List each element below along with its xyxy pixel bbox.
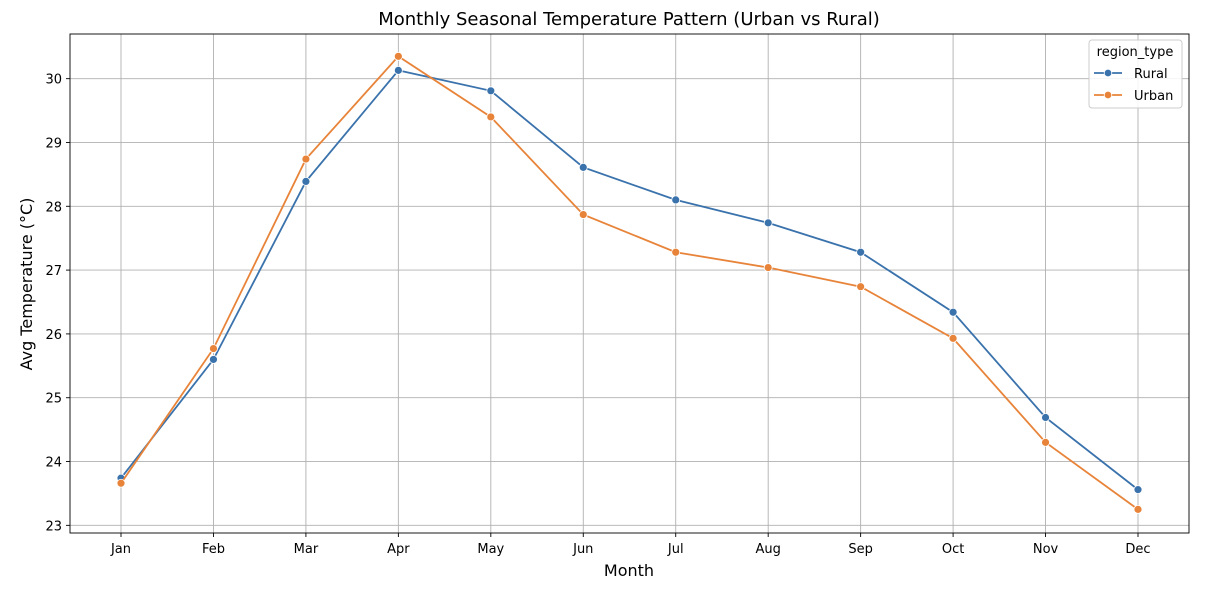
y-tick-label: 23 <box>45 519 62 534</box>
y-tick-label: 27 <box>45 264 62 279</box>
data-point-urban <box>948 333 958 343</box>
data-point-rural <box>301 177 311 186</box>
grid <box>70 34 1189 533</box>
legend: region_type Rural Urban <box>1088 39 1183 109</box>
data-point-rural <box>671 195 681 205</box>
y-axis: 23 24 25 26 27 28 29 30 <box>45 73 70 534</box>
data-point-urban <box>301 154 311 164</box>
x-axis-label: Month <box>604 561 654 580</box>
x-tick-label: Jun <box>572 542 593 557</box>
data-point-urban <box>116 478 126 488</box>
x-tick-label: May <box>477 542 504 557</box>
x-tick-label: Jan <box>110 542 131 557</box>
legend-label-urban: Urban <box>1134 89 1173 104</box>
series-line-rural <box>120 69 1139 491</box>
legend-box <box>1088 39 1183 109</box>
series-urban <box>116 51 1143 514</box>
data-point-rural <box>856 247 866 257</box>
data-point-rural <box>1133 485 1143 495</box>
data-point-rural <box>486 86 496 96</box>
series-group <box>116 51 1143 514</box>
data-point-urban <box>856 282 866 292</box>
x-tick-label: Aug <box>755 542 780 557</box>
legend-marker-urban <box>1103 90 1113 100</box>
x-tick-label: Mar <box>294 542 319 557</box>
series-line-urban <box>120 55 1139 511</box>
data-point-rural <box>209 355 218 364</box>
y-tick-label: 30 <box>45 73 62 88</box>
legend-marker-rural <box>1103 68 1113 78</box>
data-point-rural <box>393 65 403 75</box>
series-rural <box>116 65 1143 495</box>
data-point-urban <box>1133 504 1143 514</box>
data-point-rural <box>1041 413 1050 422</box>
data-point-rural <box>763 218 773 228</box>
data-point-urban <box>671 247 681 257</box>
y-tick-label: 28 <box>45 200 62 215</box>
y-tick-label: 25 <box>45 392 62 407</box>
x-tick-label: Dec <box>1125 542 1150 557</box>
x-tick-label: Jul <box>667 542 684 557</box>
data-point-rural <box>578 162 588 172</box>
data-point-urban <box>1041 437 1050 447</box>
data-point-urban <box>209 344 218 353</box>
x-tick-label: Oct <box>942 542 964 557</box>
x-tick-label: Sep <box>848 542 873 557</box>
data-point-rural <box>948 307 958 317</box>
plot-area <box>69 33 1190 534</box>
chart-title: Monthly Seasonal Temperature Pattern (Ur… <box>378 9 880 30</box>
x-tick-label: Feb <box>202 542 225 557</box>
y-tick-label: 24 <box>45 456 62 471</box>
legend-title: region_type <box>1097 45 1174 60</box>
y-axis-label: Avg Temperature (°C) <box>17 198 36 371</box>
data-point-urban <box>486 112 496 122</box>
y-tick-label: 29 <box>45 136 62 151</box>
data-point-urban <box>393 51 403 61</box>
x-axis: Jan Feb Mar Apr May Jun Jul Aug Sep Oct Nov Dec <box>110 533 1151 557</box>
data-point-urban <box>763 263 773 272</box>
data-point-urban <box>578 210 588 219</box>
legend-item-urban: Urban <box>1094 89 1173 104</box>
legend-item-rural: Rural <box>1094 67 1168 82</box>
legend-label-rural: Rural <box>1134 67 1168 82</box>
y-tick-label: 26 <box>45 328 62 343</box>
x-tick-label: Apr <box>387 542 410 557</box>
x-tick-label: Nov <box>1033 542 1059 557</box>
